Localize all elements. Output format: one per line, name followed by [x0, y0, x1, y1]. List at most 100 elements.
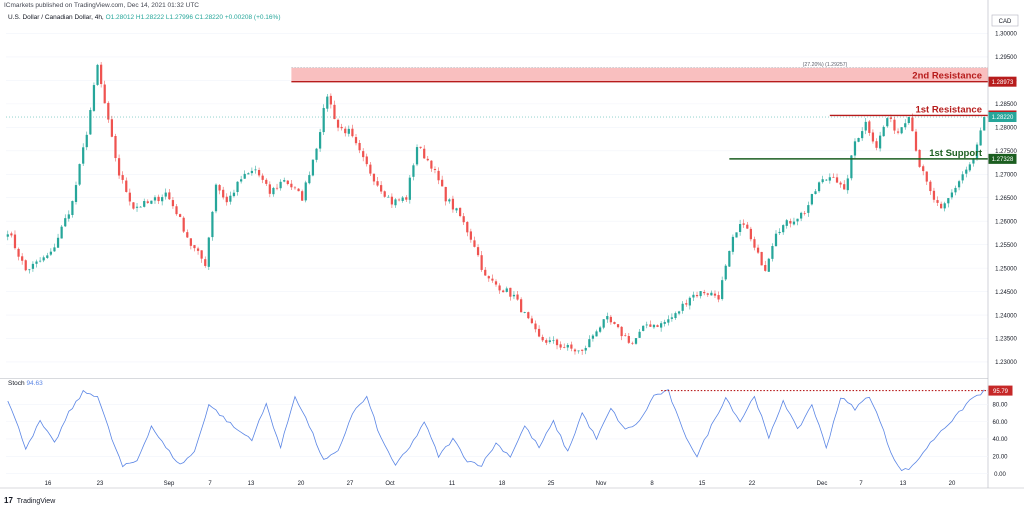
candle-body: [922, 166, 925, 172]
candle-body: [329, 95, 332, 105]
candle-body: [914, 131, 918, 151]
candle-body: [232, 192, 236, 197]
symbol-title: U.S. Dollar / Canadian Dollar, 4h,: [8, 14, 104, 21]
candle-body: [753, 239, 756, 248]
candle-body: [272, 187, 275, 195]
candle-body: [760, 251, 763, 266]
candle-body: [706, 293, 709, 295]
tradingview-logo[interactable]: 17 TradingView: [4, 496, 55, 505]
candle-body: [322, 107, 325, 133]
candle-body: [433, 168, 437, 170]
candle-body: [767, 258, 770, 272]
candle-body: [512, 294, 516, 297]
candle-body: [10, 233, 13, 236]
candle-body: [624, 335, 627, 337]
candle-body: [340, 126, 343, 129]
candle-body: [502, 290, 505, 293]
price-axis[interactable]: CAD1.300001.295001.290001.285001.280001.…: [0, 0, 1024, 489]
candle-body: [71, 201, 74, 215]
support-resistance-levels: 2nd Resistance 1st Resistance 1st Support: [6, 71, 988, 160]
candle-body: [864, 121, 867, 131]
candle-body: [692, 294, 695, 298]
candle-body: [444, 186, 447, 202]
price-tick-label: 1.26500: [995, 196, 1017, 202]
candle-body: [857, 138, 860, 142]
candle-body: [835, 177, 839, 183]
candle-body: [940, 203, 943, 209]
candle-body: [286, 180, 289, 184]
candle-body: [182, 217, 185, 232]
candle-body: [157, 196, 160, 202]
candle-body: [214, 184, 218, 212]
candle-body: [200, 250, 203, 259]
1st-resistance-label: 1st Resistance: [915, 104, 982, 115]
resistance-zone-rect: [291, 67, 988, 82]
price-tick-label: 1.25000: [995, 266, 1017, 272]
time-tick-label: 20: [949, 481, 956, 487]
candle-body: [103, 84, 106, 104]
candle-body: [965, 169, 968, 174]
candle-body: [326, 96, 329, 109]
candle-body: [21, 256, 24, 261]
candle-body: [534, 323, 537, 330]
candle-body: [243, 173, 246, 179]
candle-body: [853, 141, 857, 156]
price-tick-label: 1.23500: [995, 337, 1017, 343]
time-tick-label: 8: [650, 481, 654, 487]
candle-body: [721, 280, 724, 300]
candle-body: [609, 316, 612, 323]
2nd-resistance-price-tag: [988, 76, 1017, 87]
candle-body: [56, 237, 60, 248]
time-tick-label: Dec: [817, 481, 828, 487]
candle-body: [947, 198, 950, 204]
candle-body: [839, 182, 842, 185]
candle-body: [344, 128, 347, 134]
candle-body: [598, 327, 602, 332]
candle-body: [261, 175, 264, 180]
candle-body: [807, 205, 810, 213]
candle-body: [283, 180, 286, 182]
candle-body: [688, 297, 691, 306]
candle-body: [401, 197, 404, 201]
time-tick-label: Sep: [164, 481, 175, 487]
candle-body: [674, 313, 677, 319]
candle-body: [441, 179, 444, 187]
time-tick-label: 27: [347, 481, 354, 487]
time-tick-label: Oct: [385, 481, 395, 487]
candle-body: [250, 170, 254, 174]
candle-body: [38, 260, 42, 262]
time-axis[interactable]: 16 23 Sep 7 13 20 27 Oct 11 18 25 Nov 8 15 22 Dec 7 13 20: [45, 481, 956, 487]
candle-body: [548, 340, 551, 343]
candle-body: [850, 155, 853, 179]
candle-body: [64, 218, 67, 227]
candle-body: [979, 130, 982, 146]
price-tick-label: 1.30000: [995, 32, 1017, 38]
candle-body: [469, 231, 472, 240]
candle-body: [756, 247, 760, 253]
candle-body: [602, 319, 605, 328]
candle-body: [900, 127, 903, 134]
candle-body: [821, 179, 824, 183]
candle-body: [186, 232, 189, 238]
zone-percent-label: (27.20%) (1.29257): [803, 62, 848, 68]
candle-body: [415, 147, 419, 165]
candle-body: [724, 265, 727, 280]
candle-body: [878, 135, 882, 149]
candle-body: [150, 200, 153, 204]
candle-body: [545, 340, 548, 343]
last-price-text: 1.28220: [992, 115, 1014, 121]
candle-body: [487, 276, 490, 279]
candle-body: [229, 195, 232, 202]
candle-body: [448, 199, 451, 202]
candle-body: [983, 117, 986, 131]
candle-body: [566, 344, 569, 348]
candle-body: [117, 158, 121, 176]
candle-body: [498, 285, 501, 291]
candlestick-series: [6, 62, 986, 355]
candle-body: [563, 347, 566, 348]
ohlc-values: O1.28012 H1.28222 L1.27996 C1.28220 +0.0…: [105, 14, 281, 21]
candle-body: [677, 311, 681, 314]
candle-body: [96, 64, 99, 85]
